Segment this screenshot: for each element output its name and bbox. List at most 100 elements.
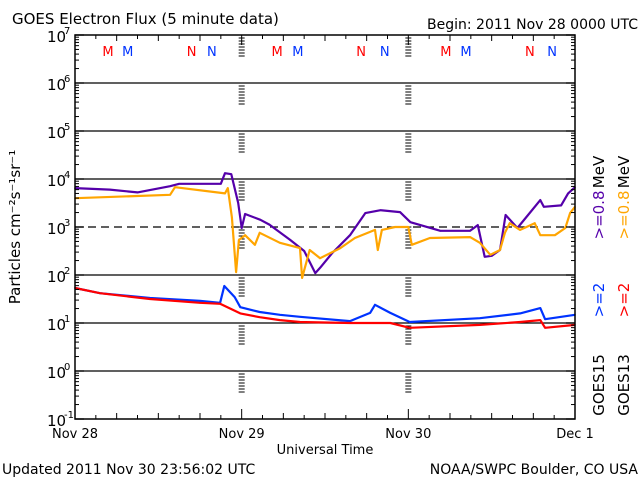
data-point xyxy=(231,216,233,219)
x-tick-label: Nov 29 xyxy=(219,427,265,442)
data-point xyxy=(476,224,479,226)
data-point xyxy=(174,186,176,188)
data-point xyxy=(409,221,412,223)
data-point xyxy=(223,285,226,287)
data-point xyxy=(220,183,222,185)
data-point xyxy=(349,322,351,324)
data-point xyxy=(408,321,411,323)
data-point xyxy=(235,271,237,273)
data-point xyxy=(169,194,171,196)
data-point xyxy=(136,191,139,194)
series-line-goes15-2-mev xyxy=(74,284,576,324)
data-point xyxy=(258,231,261,234)
data-point xyxy=(301,277,303,279)
chart-title: GOES Electron Flux (5 minute data) xyxy=(12,10,279,28)
data-point xyxy=(339,247,342,249)
data-point xyxy=(439,230,442,232)
data-point xyxy=(411,243,413,246)
data-point xyxy=(289,239,292,241)
data-point xyxy=(504,214,507,216)
y-tick-label: 10 xyxy=(47,76,66,94)
y-tick-exponent: 4 xyxy=(64,170,70,181)
data-point xyxy=(240,227,243,229)
data-point xyxy=(508,222,511,224)
y-tick-exponent: -1 xyxy=(64,410,74,421)
data-point xyxy=(539,307,542,309)
data-point xyxy=(279,314,281,316)
data-point xyxy=(258,316,261,319)
data-point xyxy=(239,306,242,308)
legend-satellite: GOES15 xyxy=(590,354,608,416)
data-point xyxy=(408,327,411,329)
data-point xyxy=(169,185,171,187)
data-point xyxy=(299,247,301,249)
y-tick-exponent: 6 xyxy=(64,74,70,85)
data-point xyxy=(519,321,521,323)
legend-unit: MeV xyxy=(590,155,608,188)
updated-label: Updated 2011 Nov 30 23:56:02 UTC xyxy=(2,462,255,478)
data-point xyxy=(483,255,486,258)
data-point xyxy=(224,192,226,195)
data-point xyxy=(539,234,542,236)
local-time-marker: M xyxy=(102,45,113,60)
local-time-marker: M xyxy=(292,45,303,60)
data-point xyxy=(299,321,301,323)
y-axis-label: Particles cm⁻²s⁻¹sr⁻¹ xyxy=(6,150,24,304)
y-tick-exponent: 7 xyxy=(64,26,70,37)
y-tick-exponent: 5 xyxy=(64,122,70,133)
x-axis-label: Universal Time xyxy=(277,443,374,458)
data-point xyxy=(533,222,536,224)
data-point xyxy=(389,322,392,324)
data-point xyxy=(319,267,321,269)
data-point xyxy=(314,272,317,274)
y-tick-exponent: 0 xyxy=(64,362,70,373)
data-point xyxy=(279,319,281,321)
local-time-marker: N xyxy=(525,45,535,60)
data-point xyxy=(376,249,379,251)
local-time-marker: N xyxy=(187,45,197,60)
data-point xyxy=(303,250,305,252)
data-point xyxy=(199,300,201,302)
data-point xyxy=(479,242,481,244)
y-tick-label: 10 xyxy=(47,364,66,382)
data-point xyxy=(407,226,410,228)
data-point xyxy=(354,237,356,239)
series-line-goes13-0-8-mev xyxy=(74,186,576,279)
legend-low-energy: >=2 xyxy=(615,283,633,318)
data-point xyxy=(233,296,236,298)
data-point xyxy=(469,236,471,238)
data-point xyxy=(379,209,382,211)
y-tick-label: 10 xyxy=(47,28,66,46)
data-point xyxy=(244,234,246,236)
data-point xyxy=(219,303,221,305)
data-point xyxy=(149,298,151,300)
data-point xyxy=(259,219,262,221)
data-point xyxy=(224,172,226,175)
data-point xyxy=(199,302,201,304)
data-point xyxy=(308,249,311,251)
data-point xyxy=(479,324,481,326)
legend-unit: MeV xyxy=(615,155,633,188)
data-point xyxy=(499,249,501,251)
data-point xyxy=(319,257,321,260)
data-point xyxy=(279,242,281,244)
series-group xyxy=(74,172,576,329)
data-point xyxy=(479,317,481,320)
data-point xyxy=(108,188,111,191)
y-tick-label: 10 xyxy=(47,316,66,334)
credit-label: NOAA/SWPC Boulder, CO USA xyxy=(430,462,639,478)
data-point xyxy=(504,231,506,234)
data-point xyxy=(519,312,521,315)
local-time-marker: N xyxy=(207,45,217,60)
legend: GOES15 >=2 >=0.8 MeV GOES13 >=2 >=0.8 MeV xyxy=(590,155,633,416)
data-point xyxy=(364,212,367,214)
y-tick-label: 10 xyxy=(47,220,66,238)
data-point xyxy=(567,192,569,195)
legend-high-energy: >=0.8 xyxy=(615,191,633,240)
data-point xyxy=(254,243,256,246)
y-tick-exponent: 3 xyxy=(64,218,70,229)
y-tick-label: 10 xyxy=(47,412,66,430)
data-point xyxy=(374,303,376,306)
data-point xyxy=(299,315,301,318)
